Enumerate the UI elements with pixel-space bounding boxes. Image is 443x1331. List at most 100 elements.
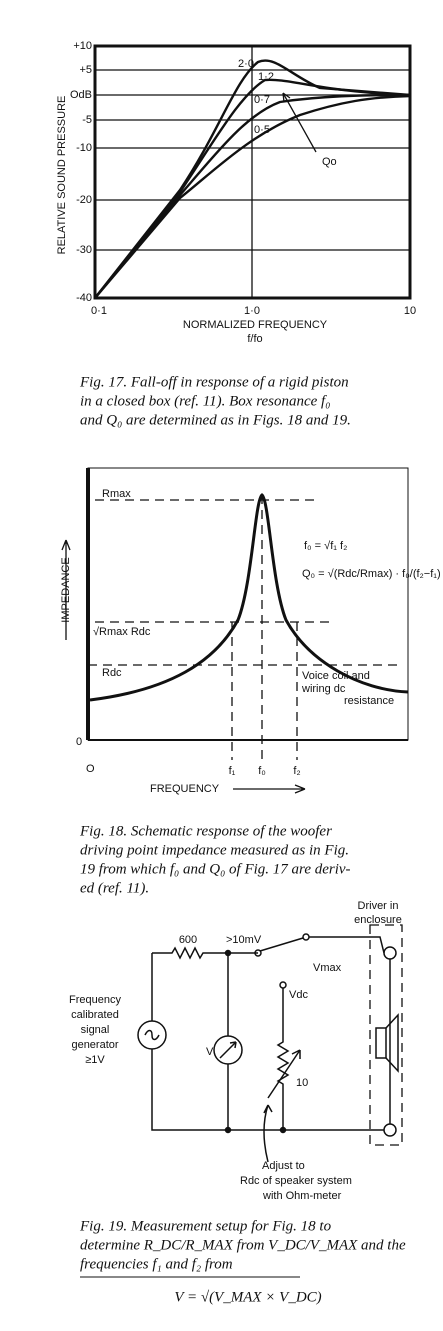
caption: Fig. 17. Fall-off in response of a rigid… bbox=[79, 374, 351, 428]
label: Rdc of speaker system bbox=[240, 1175, 352, 1187]
caption: determine R_DC/R_MAX from V_DC/V_MAX and… bbox=[80, 1237, 406, 1253]
circuit-path bbox=[276, 988, 290, 1130]
caption: ed (ref. 11). bbox=[80, 880, 149, 896]
caption: 19 from which f₀ and Q₀ of Fig. 17 are d… bbox=[80, 861, 351, 877]
label: resistance bbox=[344, 695, 394, 707]
label: wiring dc bbox=[301, 683, 346, 695]
circuit-circle bbox=[213, 1035, 243, 1065]
x-tick-label: 10 bbox=[404, 305, 416, 317]
axis-arrows-path bbox=[233, 784, 306, 794]
curves-path bbox=[94, 59, 411, 299]
label: Rdc bbox=[102, 667, 122, 679]
circuit-path bbox=[152, 946, 258, 960]
label: O bbox=[86, 763, 95, 775]
label: f₀ = √f₁ f₂ bbox=[304, 540, 347, 552]
y-tick-label: OdB bbox=[70, 89, 92, 101]
dashed-guides bbox=[88, 495, 402, 760]
circuit-circle bbox=[224, 949, 232, 957]
caption: Fig. 18. Schematic response of the woofe… bbox=[79, 823, 351, 896]
curves bbox=[94, 59, 411, 299]
axis-arrows-path bbox=[61, 539, 71, 640]
label: Vmax bbox=[313, 962, 342, 974]
label: Vdc bbox=[289, 989, 308, 1001]
x-tick-label: 0·1 bbox=[91, 305, 107, 317]
label: Adjust to bbox=[262, 1160, 305, 1172]
label: Driver in bbox=[358, 900, 399, 912]
circuit-path bbox=[259, 937, 304, 952]
x-tick-labels: 0·1 1·0 10 bbox=[91, 305, 416, 317]
label: Voice coil and bbox=[302, 670, 370, 682]
curve-label: 1·2 bbox=[258, 71, 274, 83]
curve-label: 0·7 bbox=[254, 94, 270, 106]
label: Rmax bbox=[102, 488, 131, 500]
x-unit: f/fo bbox=[247, 333, 262, 345]
curve-labels: 2·0 1·2 0·7 0·5 Qo bbox=[238, 58, 337, 168]
label: f₁ bbox=[229, 765, 236, 777]
circuit-path bbox=[151, 953, 384, 1131]
circuit-path bbox=[219, 1041, 237, 1059]
circuit-circle bbox=[137, 1020, 167, 1050]
y-tick-label: -20 bbox=[76, 194, 92, 206]
label: f₀ bbox=[258, 765, 266, 777]
label: >10mV bbox=[226, 934, 262, 946]
labels: Driver in enclosure 600 >10mV Vmax Vdc F… bbox=[69, 900, 402, 1202]
enclosure-box bbox=[369, 924, 403, 1146]
label: enclosure bbox=[354, 914, 402, 926]
curves-path bbox=[94, 78, 411, 299]
curves-path bbox=[94, 94, 411, 299]
caption: in a closed box (ref. 11). Box resonance… bbox=[80, 393, 330, 409]
curves-path bbox=[282, 92, 317, 153]
figure-18: Rmax √Rmax Rdc Rdc f₀ = √f₁ f₂ Q₀ = √(Rd… bbox=[60, 467, 441, 896]
y-tick-label: -10 bbox=[76, 142, 92, 154]
label: √Rmax Rdc bbox=[93, 626, 151, 638]
circuit-circle bbox=[254, 949, 262, 957]
y-tick-label: +10 bbox=[73, 40, 92, 52]
circuit-path bbox=[144, 1029, 160, 1041]
circuit-circle bbox=[279, 1126, 287, 1134]
caption: frequencies f₁ and f₂ from bbox=[80, 1256, 233, 1272]
figure-17: +10 +5 OdB -5 -10 -20 -30 -40 0·1 1·0 10… bbox=[56, 40, 416, 429]
caption: and Q₀ are determined as in Figs. 18 and… bbox=[80, 412, 351, 428]
impedance-curve bbox=[89, 493, 409, 702]
circuit bbox=[137, 933, 399, 1163]
circuit-path bbox=[385, 1013, 399, 1073]
caption: Fig. 17. Fall-off in response of a rigid… bbox=[79, 374, 349, 390]
circuit-path bbox=[309, 936, 385, 954]
label: generator bbox=[71, 1039, 118, 1051]
curve-label: 0·5 bbox=[254, 124, 270, 136]
label: calibrated bbox=[71, 1009, 119, 1021]
circuit-rect bbox=[375, 1027, 387, 1059]
circuit-path bbox=[267, 1049, 301, 1099]
circuit-circle bbox=[224, 1126, 232, 1134]
label: 0 bbox=[76, 736, 82, 748]
y-tick-labels: +10 +5 OdB -5 -10 -20 -30 -40 bbox=[70, 40, 92, 304]
curve-label: Qo bbox=[322, 156, 337, 168]
caption: driving point impedance measured as in F… bbox=[80, 842, 349, 858]
y-label: RELATIVE SOUND PRESSURE bbox=[56, 96, 68, 255]
curves-path bbox=[94, 93, 411, 299]
label: signal bbox=[81, 1024, 110, 1036]
caption: Fig. 19. Measurement setup for Fig. 18 t… bbox=[79, 1218, 332, 1234]
y-tick-label: -30 bbox=[76, 244, 92, 256]
label: Q₀ = √(Rdc/Rmax) · f₀/(f₂−f₁) bbox=[302, 568, 441, 580]
label: FREQUENCY bbox=[150, 783, 220, 795]
circuit-path bbox=[263, 1104, 273, 1163]
label: 600 bbox=[179, 934, 197, 946]
figure-19: Driver in enclosure 600 >10mV Vmax Vdc F… bbox=[69, 900, 406, 1306]
curve-label: 2·0 bbox=[238, 58, 254, 70]
labels: Rmax √Rmax Rdc Rdc f₀ = √f₁ f₂ Q₀ = √(Rd… bbox=[60, 488, 441, 795]
y-tick-label: -5 bbox=[82, 114, 92, 126]
label: 10 bbox=[296, 1077, 308, 1089]
x-tick-label: 1·0 bbox=[244, 305, 260, 317]
caption: V = √(V_MAX × V_DC) bbox=[174, 1289, 321, 1305]
label: V bbox=[206, 1046, 214, 1058]
axis-arrows bbox=[61, 539, 306, 794]
caption: Fig. 18. Schematic response of the woofe… bbox=[79, 823, 332, 839]
x-label: NORMALIZED FREQUENCY bbox=[183, 319, 328, 331]
label: Frequency bbox=[69, 994, 121, 1006]
caption: Fig. 19. Measurement setup for Fig. 18 t… bbox=[79, 1218, 406, 1305]
y-tick-label: +5 bbox=[79, 64, 92, 76]
label: f₂ bbox=[293, 765, 300, 777]
